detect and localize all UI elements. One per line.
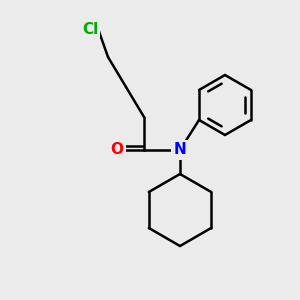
Text: N: N bbox=[174, 142, 186, 158]
Text: Cl: Cl bbox=[82, 22, 98, 38]
Text: O: O bbox=[110, 142, 124, 158]
